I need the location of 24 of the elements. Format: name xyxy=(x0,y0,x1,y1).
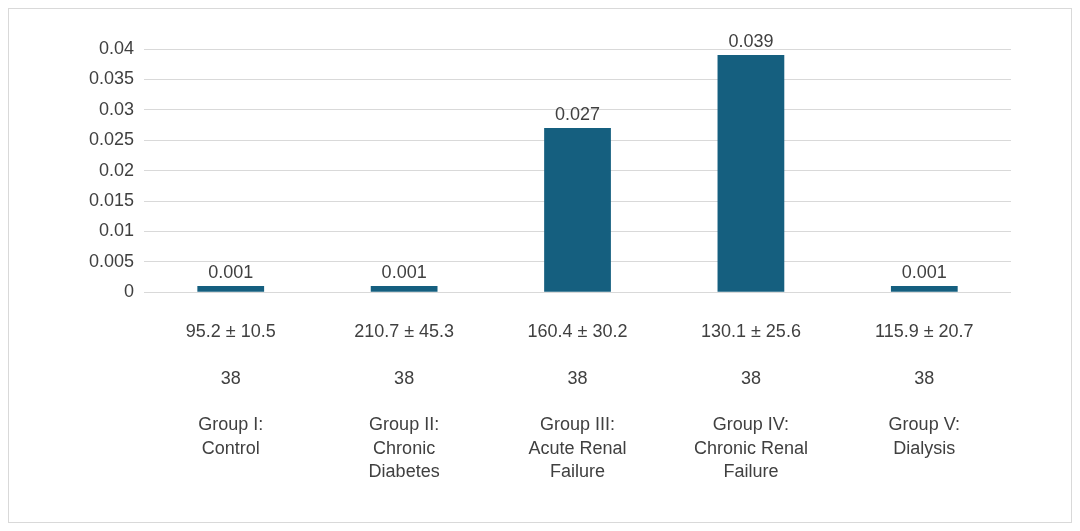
y-tick-label: 0.015 xyxy=(89,189,135,210)
data-label: 0.001 xyxy=(901,262,947,283)
bar xyxy=(370,286,438,292)
y-tick-label: 0.02 xyxy=(99,159,135,180)
data-label: 0.027 xyxy=(555,104,601,125)
bar xyxy=(197,286,265,292)
data-label: 0.039 xyxy=(728,31,774,52)
bar xyxy=(717,55,785,292)
y-tick-label: 0 xyxy=(124,281,135,302)
category-label: 130.1 ± 25.6 38 Group IV: Chronic Renal Failure xyxy=(693,320,808,482)
bar xyxy=(544,128,611,292)
category-label: 115.9 ± 20.7 38 Group V: Dialysis xyxy=(874,320,974,458)
data-label: 0.001 xyxy=(381,262,427,283)
category-label: 95.2 ± 10.5 38 Group I: Control xyxy=(185,320,276,458)
bar xyxy=(890,286,958,292)
category-label: 210.7 ± 45.3 38 Group II: Chronic Diabetes xyxy=(354,320,455,482)
y-tick-label: 0.01 xyxy=(99,220,135,241)
y-tick-label: 0.025 xyxy=(89,129,135,150)
y-tick-label: 0.035 xyxy=(89,68,135,89)
data-label: 0.001 xyxy=(208,262,254,283)
y-tick-label: 0.005 xyxy=(89,250,135,271)
category-label: 160.4 ± 30.2 38 Group III: Acute Renal Failure xyxy=(527,320,628,482)
y-tick-label: 0.03 xyxy=(99,98,135,119)
y-tick-label: 0.04 xyxy=(99,37,135,58)
